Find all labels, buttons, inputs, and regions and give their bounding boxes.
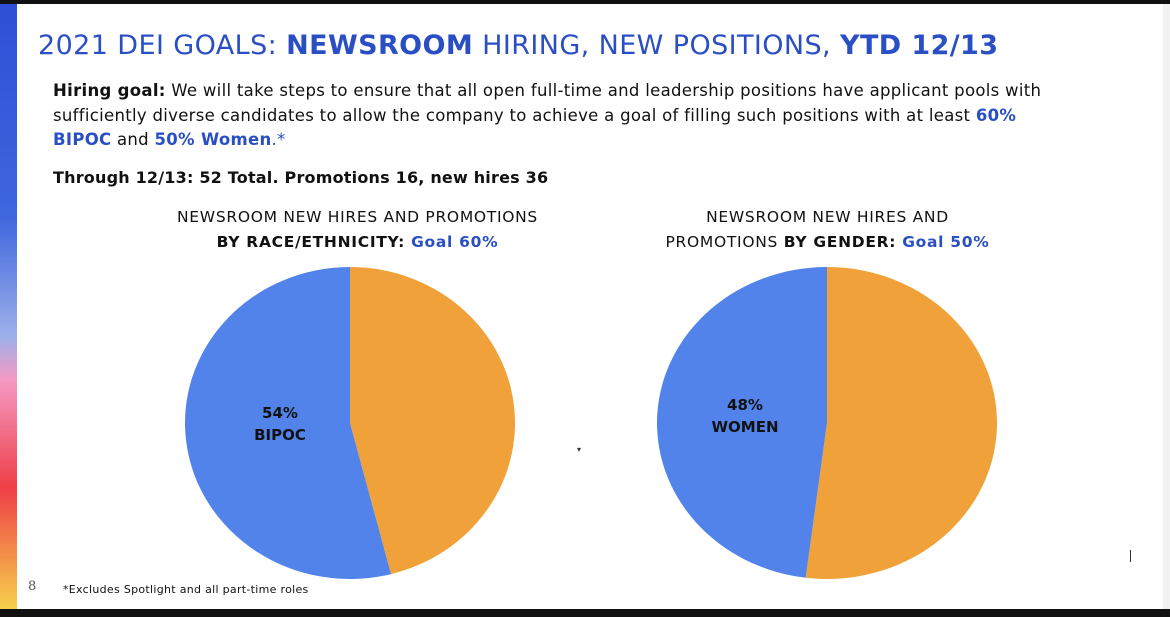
text-caret <box>1130 550 1131 562</box>
gender-chart-title-line2: PROMOTIONS BY GENDER: Goal 50% <box>620 230 1035 255</box>
title-part-2: NEWSROOM <box>286 30 474 61</box>
goal-and: and <box>111 130 155 149</box>
gender-chart-title-line1: NEWSROOM NEW HIRES AND <box>706 208 949 226</box>
gender-women-slice <box>656 267 827 578</box>
gender-slice-label-pct: 48% <box>727 396 763 414</box>
race-other-slice <box>350 267 515 575</box>
mouse-cursor-icon: ▾ <box>577 445 582 454</box>
gender-chart-goal: Goal 50% <box>896 233 990 251</box>
race-slice-label-name: BIPOC <box>254 426 306 444</box>
footnote: *Excludes Spotlight and all part-time ro… <box>63 583 309 596</box>
gender-chart-title: NEWSROOM NEW HIRES AND PROMOTIONS BY GEN… <box>620 205 1035 255</box>
title-part-1: 2021 DEI GOALS: <box>38 30 287 61</box>
gender-slice-label-name: WOMEN <box>711 418 778 436</box>
gender-chart-title-line2a: PROMOTIONS <box>665 233 784 251</box>
through-summary: Through 12/13: 52 Total. Promotions 16, … <box>53 168 549 187</box>
slide-title: 2021 DEI GOALS: NEWSROOM HIRING, NEW POS… <box>38 30 998 61</box>
race-chart-title-line1: NEWSROOM NEW HIRES AND PROMOTIONS <box>177 208 538 226</box>
bottom-border <box>0 609 1170 617</box>
race-chart-goal: Goal 60% <box>405 233 499 251</box>
race-pie-chart: 54% BIPOC <box>184 267 515 579</box>
race-chart-title: NEWSROOM NEW HIRES AND PROMOTIONS BY RAC… <box>140 205 575 255</box>
goal-bipoc: 60% BIPOC <box>53 105 1017 150</box>
race-slice-label-pct: 54% <box>262 404 298 422</box>
top-border <box>0 0 1170 4</box>
right-edge <box>1163 4 1170 609</box>
race-bipoc-slice <box>184 267 392 579</box>
gender-other-slice <box>805 267 997 579</box>
title-part-3: HIRING, NEW POSITIONS, <box>473 30 841 61</box>
gender-chart-title-bold: BY GENDER: <box>783 233 897 251</box>
title-part-4: YTD 12/13 <box>840 30 999 61</box>
gender-pie-chart: 48% WOMEN <box>656 267 997 579</box>
goal-lead: Hiring goal: <box>53 81 166 100</box>
goal-star: .* <box>271 130 286 149</box>
left-color-stripe <box>0 4 17 609</box>
goal-body: We will take steps to ensure that all op… <box>53 81 1042 125</box>
page-number: 8 <box>28 579 37 594</box>
hiring-goal-text: Hiring goal: We will take steps to ensur… <box>53 79 1063 153</box>
race-chart-title-line2: BY RACE/ETHNICITY: Goal 60% <box>140 230 575 255</box>
race-chart-title-bold: BY RACE/ETHNICITY: <box>216 233 406 251</box>
goal-women: 50% Women <box>154 130 272 149</box>
